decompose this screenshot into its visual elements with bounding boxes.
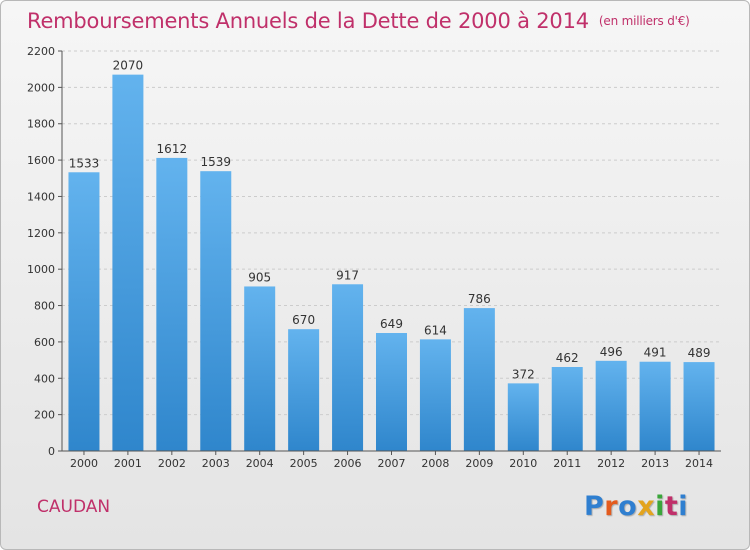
x-tick-label-2002: 2002 [158, 457, 186, 470]
value-label-2011: 462 [556, 351, 579, 365]
x-tick-label-2004: 2004 [246, 457, 274, 470]
value-label-2003: 1539 [200, 155, 231, 169]
x-tick-label-2009: 2009 [465, 457, 493, 470]
y-tick-label: 2000 [27, 81, 55, 94]
y-tick-label: 800 [34, 300, 55, 313]
x-tick-label-2008: 2008 [421, 457, 449, 470]
bar-2013 [639, 361, 671, 451]
value-label-2005: 670 [292, 313, 315, 327]
y-tick-label: 400 [34, 372, 55, 385]
bar-2012 [595, 360, 627, 451]
bar-2003 [200, 171, 232, 451]
value-label-2000: 1533 [69, 156, 100, 170]
chart-title: Remboursements Annuels de la Dette de 20… [27, 9, 690, 33]
x-tick-label-2011: 2011 [553, 457, 581, 470]
y-tick-label: 1800 [27, 118, 55, 131]
y-tick-label: 1600 [27, 154, 55, 167]
x-tick-label-2003: 2003 [202, 457, 230, 470]
bar-2002 [156, 157, 188, 451]
chart-unit: (en milliers d'€) [598, 14, 690, 28]
bar-2007 [376, 333, 407, 451]
bar-2010 [507, 383, 539, 451]
value-label-2014: 489 [688, 346, 711, 360]
x-tick-label-2006: 2006 [334, 457, 362, 470]
y-tick-label: 600 [34, 336, 55, 349]
bar-2006 [332, 284, 364, 451]
x-tick-label-2012: 2012 [597, 457, 625, 470]
value-label-2008: 614 [424, 323, 447, 337]
bar-2011 [551, 367, 583, 451]
bar-2008 [419, 339, 451, 451]
bar-2009 [463, 308, 495, 451]
value-label-2004: 905 [248, 270, 271, 284]
bar-2000 [68, 172, 100, 452]
x-tick-label-2005: 2005 [290, 457, 318, 470]
x-tick-label-2007: 2007 [378, 457, 406, 470]
y-tick-label: 0 [48, 445, 55, 458]
y-tick-label: 1000 [27, 263, 55, 276]
bar-2005 [288, 329, 320, 451]
x-tick-label-2014: 2014 [685, 457, 713, 470]
y-tick-label: 2200 [27, 45, 55, 58]
x-tick-label-2000: 2000 [70, 457, 98, 470]
x-tick-label-2001: 2001 [114, 457, 142, 470]
y-tick-label: 1200 [27, 227, 55, 240]
bar-2001 [112, 74, 144, 452]
bar-2014 [683, 362, 715, 451]
value-label-2006: 917 [336, 268, 359, 282]
value-label-2009: 786 [468, 292, 491, 306]
x-tick-label-2010: 2010 [509, 457, 537, 470]
commune-name: CAUDAN [37, 497, 111, 517]
y-tick-label: 200 [34, 409, 55, 422]
bar-2004 [244, 286, 276, 451]
value-label-2013: 491 [644, 346, 667, 360]
y-tick-label: 1400 [27, 190, 55, 203]
value-label-2001: 2070 [113, 59, 144, 73]
value-label-2007: 649 [380, 317, 403, 331]
value-label-2010: 372 [512, 367, 535, 381]
value-label-2002: 1612 [157, 142, 188, 156]
x-tick-label-2013: 2013 [641, 457, 669, 470]
proxiti-logo: Proxiti [584, 491, 689, 522]
value-label-2012: 496 [600, 345, 623, 359]
